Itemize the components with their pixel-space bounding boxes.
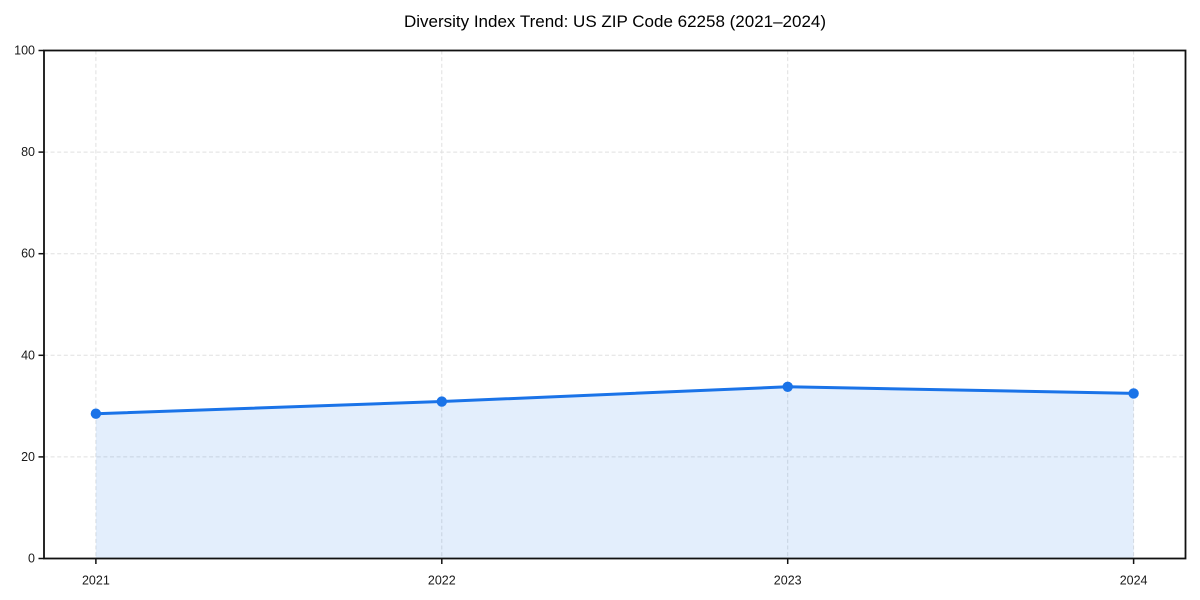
plot-border	[43, 49, 1187, 560]
y-axis-tick-label: 80	[21, 145, 35, 159]
data-point-2024	[1128, 388, 1139, 399]
data-point-2023	[782, 381, 793, 392]
y-axis-tick-label: 20	[21, 450, 35, 464]
x-axis-tick-label: 2021	[82, 574, 110, 588]
x-axis-tick-label: 2024	[1120, 574, 1148, 588]
area-fill	[95, 386, 1134, 559]
data-point-2021	[90, 408, 102, 419]
y-axis-tick-label: 60	[21, 247, 35, 261]
x-axis-tick-label: 2023	[774, 574, 802, 588]
chart-title: Diversity Index Trend: US ZIP Code 62258…	[403, 12, 827, 31]
x-axis-tick-label: 2022	[428, 574, 456, 588]
data-point-2022	[436, 396, 447, 407]
trend-line	[94, 385, 1136, 416]
y-axis-tick-label: 0	[28, 552, 35, 566]
y-axis-tick-label: 40	[21, 348, 35, 362]
y-axis-tick-label: 100	[14, 44, 35, 58]
